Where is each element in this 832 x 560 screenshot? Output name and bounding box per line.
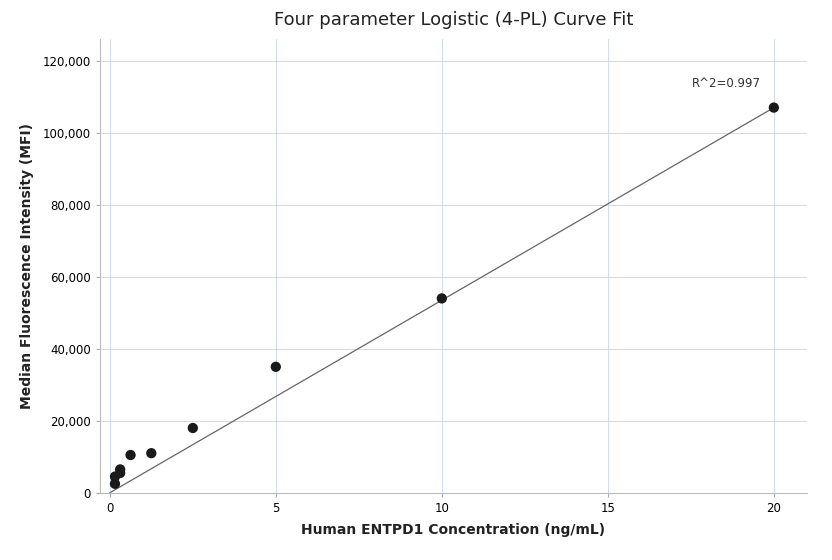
Point [113, 469, 126, 478]
Title: Four parameter Logistic (4-PL) Curve Fit: Four parameter Logistic (4-PL) Curve Fit [274, 11, 633, 29]
Point [124, 450, 137, 459]
Point [186, 423, 200, 432]
Point [108, 472, 121, 481]
Point [113, 465, 126, 474]
Point [435, 294, 448, 303]
Point [767, 103, 780, 112]
Point [108, 479, 121, 488]
Point [270, 362, 283, 371]
X-axis label: Human ENTPD1 Concentration (ng/mL): Human ENTPD1 Concentration (ng/mL) [301, 523, 606, 537]
Text: R^2=0.997: R^2=0.997 [691, 77, 760, 90]
Point [145, 449, 158, 458]
Y-axis label: Median Fluorescence Intensity (MFI): Median Fluorescence Intensity (MFI) [20, 123, 34, 409]
